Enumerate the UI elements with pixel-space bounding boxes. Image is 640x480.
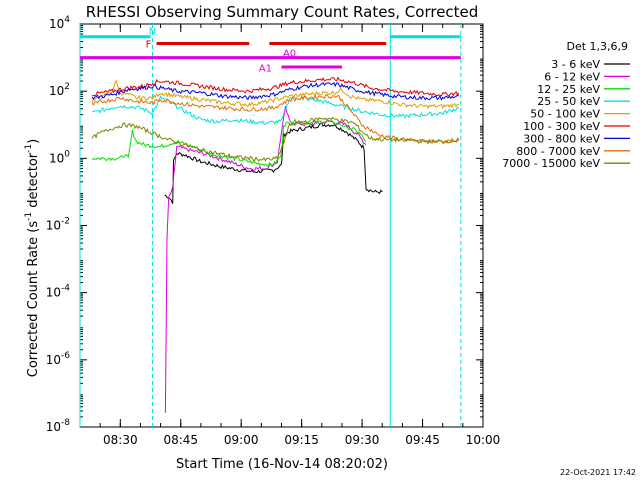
series-line-5: [91, 76, 460, 97]
y-tick-base: 10: [49, 84, 64, 98]
y-tick-label: 100: [49, 149, 70, 165]
flag-label: A0: [283, 49, 296, 60]
plot-frame: [79, 23, 484, 428]
legend-label: 3 - 6 keV: [551, 58, 600, 71]
series-line-4: [91, 79, 459, 110]
series-line-0: [164, 122, 383, 204]
legend-label: 50 - 100 keV: [530, 108, 600, 121]
y-tick-exponent: 2: [64, 82, 70, 92]
legend-label: 7000 - 15000 keV: [502, 157, 600, 170]
y-axis-label-mid: detector: [26, 152, 41, 212]
series-line-6: [91, 81, 460, 101]
y-tick-exponent: 0: [64, 149, 70, 159]
series-line-7: [91, 93, 460, 145]
y-tick-exponent: -4: [61, 284, 70, 294]
y-tick-exponent: 4: [64, 15, 70, 25]
y-tick-label: 102: [49, 82, 70, 98]
flag-label: F: [146, 39, 152, 50]
y-axis-label-end: ): [26, 139, 41, 144]
legend-label: 100 - 300 keV: [523, 120, 600, 133]
legend-label: 12 - 25 keV: [537, 83, 600, 96]
y-axis-label-main: Corrected Count Rate (s: [26, 221, 41, 378]
y-tick-exponent: -2: [61, 217, 70, 227]
y-axis-label-sup2: -1: [24, 144, 34, 153]
y-tick-exponent: -6: [61, 351, 70, 361]
x-tick-label: 09:30: [345, 433, 380, 447]
timestamp: 22-Oct-2021 17:42: [560, 468, 636, 477]
flag-label: A1: [259, 64, 272, 75]
y-tick-label: 104: [49, 15, 70, 31]
series-line-2: [91, 118, 367, 168]
y-tick-base: 10: [46, 219, 61, 233]
chart-title: RHESSI Observing Summary Count Rates, Co…: [86, 3, 479, 21]
series-line-1: [164, 106, 367, 413]
y-tick-label: 10-6: [46, 351, 71, 367]
flag-label: N: [149, 27, 156, 38]
x-axis-label: Start Time (16-Nov-14 08:20:02): [176, 457, 388, 472]
svg-text:Corrected Count Rate (s-1 dete: Corrected Count Rate (s-1 detector-1): [24, 139, 41, 377]
legend-label: 25 - 50 keV: [537, 95, 600, 108]
x-tick-label: 09:45: [405, 433, 440, 447]
y-axis-label-sup1: -1: [24, 212, 34, 221]
x-tick-label: 08:45: [163, 433, 198, 447]
x-tick-label: 10:00: [466, 433, 501, 447]
y-tick-label: 10-4: [46, 284, 71, 300]
legend-label: 300 - 800 keV: [523, 132, 600, 145]
y-tick-label: 10-2: [46, 217, 70, 233]
y-tick-label: 10-8: [46, 418, 71, 434]
y-tick-exponent: -8: [61, 418, 70, 428]
x-tick-label: 08:30: [103, 433, 138, 447]
y-tick-base: 10: [46, 353, 61, 367]
legend-label: 6 - 12 keV: [544, 70, 600, 83]
y-tick-base: 10: [49, 151, 64, 165]
legend-title: Det 1,3,6,9: [566, 40, 628, 53]
y-tick-base: 10: [49, 17, 64, 31]
y-axis-label: Corrected Count Rate (s-1 detector-1): [24, 139, 41, 377]
series-line-3: [92, 95, 459, 125]
legend-label: 800 - 7000 keV: [516, 145, 600, 158]
x-tick-label: 09:15: [284, 433, 319, 447]
y-tick-base: 10: [46, 420, 61, 434]
x-tick-label: 09:00: [224, 433, 259, 447]
y-tick-base: 10: [46, 286, 61, 300]
series-line-8: [91, 116, 460, 162]
